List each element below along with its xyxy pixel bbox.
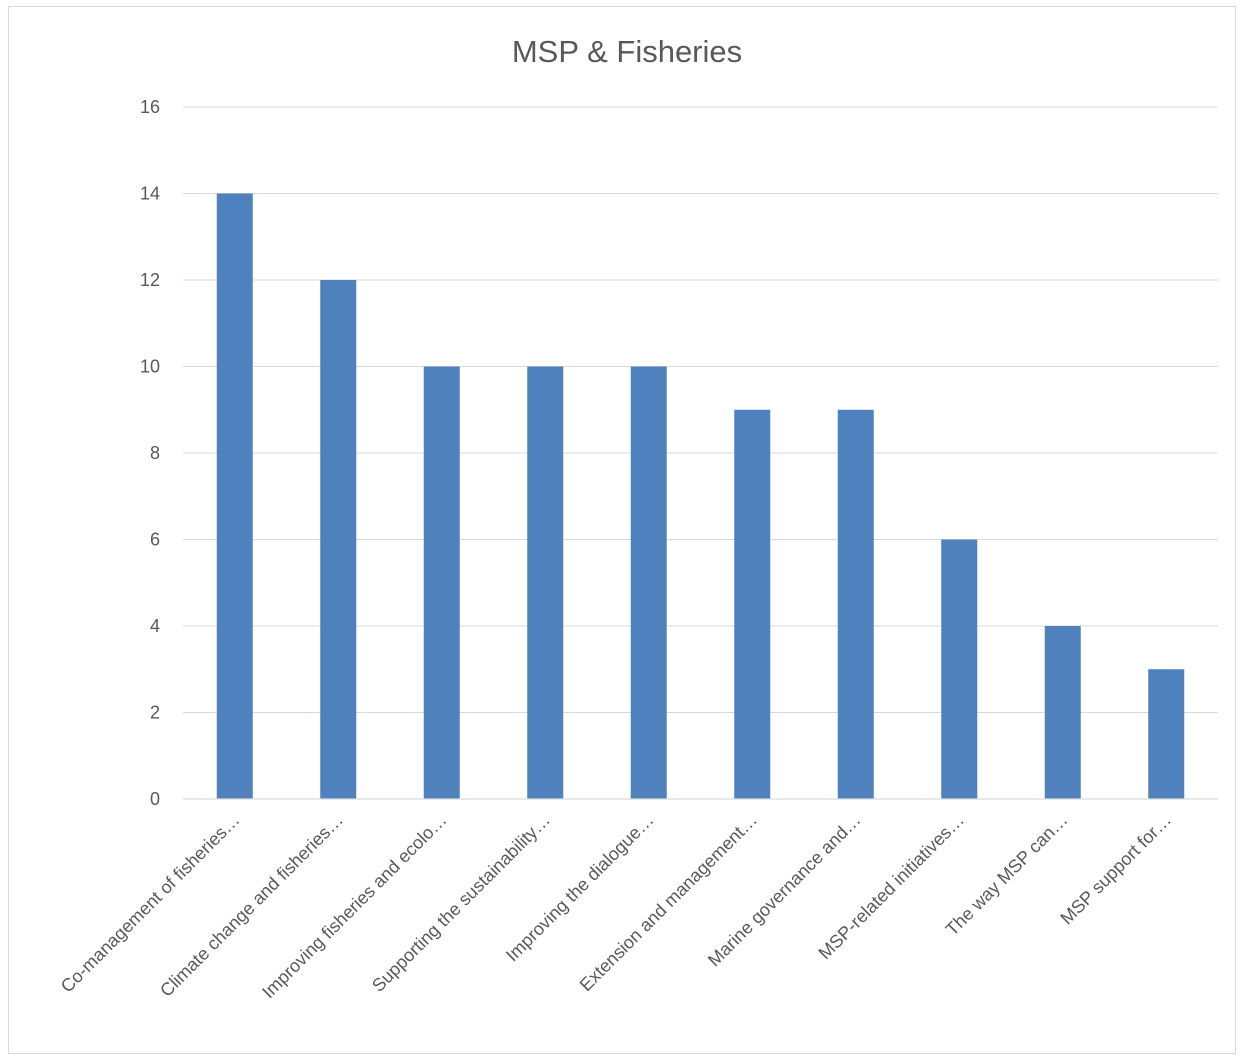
bar xyxy=(1148,669,1185,799)
bar xyxy=(630,366,667,799)
x-category-label: MSP support for… xyxy=(1056,810,1175,929)
chart-frame xyxy=(8,6,1236,1054)
y-tick-label: 14 xyxy=(140,184,160,204)
chart-title: MSP & Fisheries xyxy=(512,34,742,69)
bar xyxy=(423,366,460,799)
y-tick-label: 2 xyxy=(150,703,160,723)
bar xyxy=(941,539,978,799)
bar xyxy=(734,409,771,799)
y-tick-label: 4 xyxy=(150,616,160,636)
y-tick-label: 0 xyxy=(150,789,160,809)
bar xyxy=(1044,626,1081,799)
x-category-label: Co-management of fisheries… xyxy=(57,810,244,997)
x-category-label: Improving fisheries and ecolo… xyxy=(258,810,450,1002)
bars xyxy=(216,193,1185,799)
bar xyxy=(320,280,357,799)
bar xyxy=(527,366,564,799)
y-tick-label: 12 xyxy=(140,270,160,290)
y-tick-label: 16 xyxy=(140,97,160,117)
y-tick-label: 8 xyxy=(150,443,160,463)
x-category-label: Climate change and fisheries… xyxy=(156,810,347,1001)
y-tick-label: 10 xyxy=(140,357,160,377)
y-axis-ticks: 0 2 4 6 8 10 12 14 16 xyxy=(140,97,160,809)
x-axis-categories: Co-management of fisheries…Climate chang… xyxy=(57,810,1175,1002)
bar xyxy=(216,193,253,799)
bar xyxy=(837,409,874,799)
y-tick-label: 6 xyxy=(150,530,160,550)
x-category-label: Supporting the sustainability… xyxy=(368,810,554,996)
x-category-label: Extension and management… xyxy=(576,810,761,995)
